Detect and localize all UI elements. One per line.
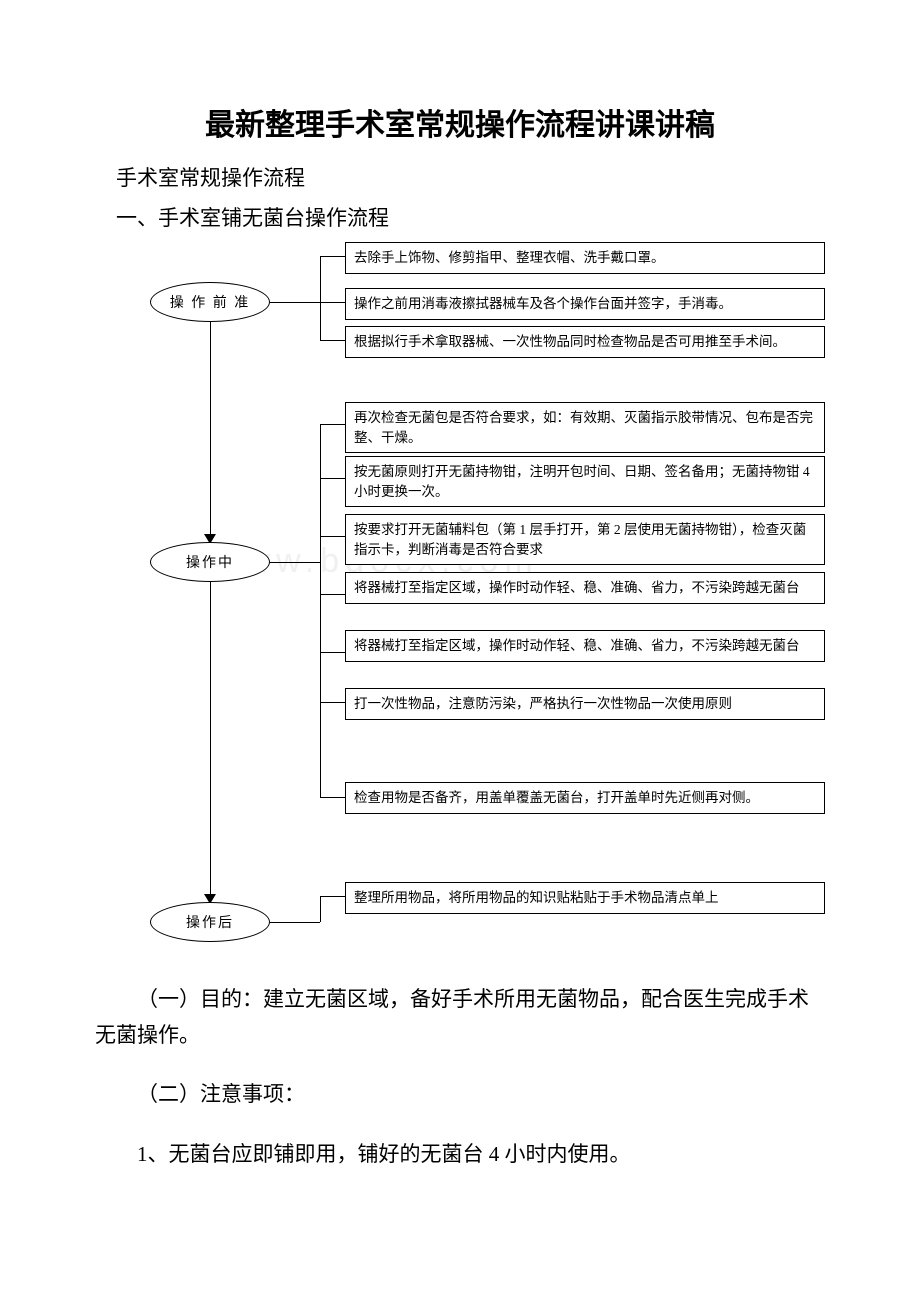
conn-post-main [270,922,320,923]
paragraph-notes-heading: （二）注意事项： [95,1077,825,1113]
conn-mid-b7 [320,797,345,798]
conn-mid-main [270,562,320,563]
conn-pre-main [270,302,320,303]
step-mid7: 检查用物是否备齐，用盖单覆盖无菌台，打开盖单时先近侧再对侧。 [345,782,825,814]
conn-mid-b1 [320,424,345,425]
paragraph-purpose: （一）目的：建立无菌区域，备好手术所用无菌物品，配合医生完成手术无菌操作。 [95,982,825,1053]
conn-mid-b2 [320,478,345,479]
conn-mid-vert [320,424,321,797]
conn-post-b1 [320,896,345,897]
step-pre3: 根据拟行手术拿取器械、一次性物品同时检查物品是否可用推至手术间。 [345,326,825,358]
step-mid3: 按要求打开无菌辅料包（第 1 层手打开，第 2 层使用无菌持物钳），检查灭菌指示… [345,514,825,565]
conn-pre-b2 [320,302,345,303]
flowchart-container: www.bdocx.com 操 作 前 准 操作中 操作后 去除手上饰物、修剪指… [95,242,825,962]
step-pre1: 去除手上饰物、修剪指甲、整理衣帽、洗手戴口罩。 [345,242,825,274]
step-pre2: 操作之前用消毒液擦拭器械车及各个操作台面并签字，手消毒。 [345,288,825,320]
document-title: 最新整理手术室常规操作流程讲课讲稿 [95,100,825,144]
document-subtitle: 手术室常规操作流程 [95,162,825,192]
stage-pre: 操 作 前 准 [150,282,270,322]
conn-post-vert [320,896,321,922]
conn-mid-b5 [320,652,345,653]
paragraph-note-1: 1、无菌台应即铺即用，铺好的无菌台 4 小时内使用。 [95,1137,825,1173]
step-mid6: 打一次性物品，注意防污染，严格执行一次性物品一次使用原则 [345,688,825,720]
spine-line-2 [210,582,211,902]
conn-pre-vert [320,256,321,340]
stage-post: 操作后 [150,902,270,942]
step-mid1: 再次检查无菌包是否符合要求，如：有效期、灭菌指示胶带情况、包布是否完整、干燥。 [345,402,825,453]
conn-mid-b6 [320,702,345,703]
step-mid2: 按无菌原则打开无菌持物钳，注明开包时间、日期、签名备用；无菌持物钳 4 小时更换… [345,456,825,507]
conn-mid-b3 [320,536,345,537]
step-mid4: 将器械打至指定区域，操作时动作轻、稳、准确、省力，不污染跨越无菌台 [345,572,825,604]
conn-pre-b1 [320,256,345,257]
conn-pre-b3 [320,340,345,341]
conn-mid-b4 [320,594,345,595]
spine-line-1 [210,322,211,542]
body-text: （一）目的：建立无菌区域，备好手术所用无菌物品，配合医生完成手术无菌操作。 （二… [95,982,825,1173]
step-mid5: 将器械打至指定区域，操作时动作轻、稳、准确、省力，不污染跨越无菌台 [345,630,825,662]
step-post1: 整理所用物品，将所用物品的知识贴粘贴于手术物品清点单上 [345,882,825,914]
stage-mid: 操作中 [150,542,270,582]
section-heading: 一、手术室铺无菌台操作流程 [95,202,825,232]
